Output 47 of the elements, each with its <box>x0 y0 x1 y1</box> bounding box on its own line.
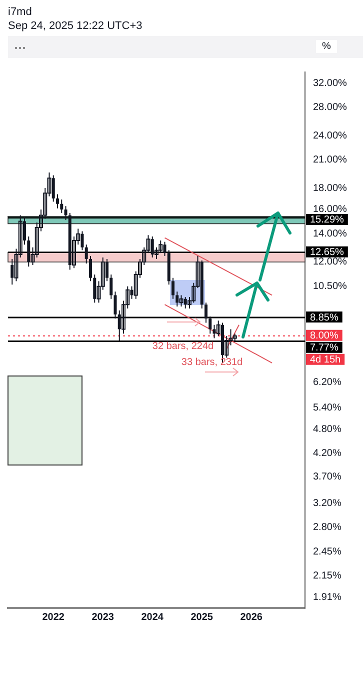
candlestick <box>84 244 88 264</box>
candlestick <box>52 174 55 202</box>
y-tick-label: 14.00% <box>313 228 348 240</box>
annotation: 32 bars, 224d <box>152 340 214 352</box>
ref-line-label: 8.85% <box>310 312 338 324</box>
annotation: 33 bars, 231d <box>181 356 243 368</box>
candlestick <box>172 277 174 300</box>
y-tick-label: 10.50% <box>313 281 348 292</box>
ref-line-label: 7.77% <box>310 342 338 354</box>
y-tick-label: 2.15% <box>313 570 342 582</box>
chart-subtitle: Sep 24, 2025 12:22 UTC+3 <box>8 20 142 32</box>
y-tick-label: 21.00% <box>313 154 348 166</box>
y-tick-label: 2.45% <box>313 546 342 558</box>
y-tick-label: 28.00% <box>313 102 348 114</box>
y-tick-label: 3.20% <box>313 498 342 509</box>
candlestick <box>204 302 208 324</box>
x-tick-label: 2022 <box>42 612 65 623</box>
y-tick-label: 4.80% <box>313 424 342 435</box>
x-tick-label: 2024 <box>141 612 164 623</box>
x-tick-label: 2023 <box>92 612 114 623</box>
y-tick-label: 12.00% <box>313 256 348 268</box>
candlestick <box>60 199 64 214</box>
y-tick-label: 24.00% <box>313 130 348 142</box>
candlestick <box>110 274 113 300</box>
ref-line-label: 8.00% <box>310 330 338 342</box>
ref-line-label: 12.65% <box>310 247 344 258</box>
text: 4d 15h <box>310 354 341 366</box>
candlestick <box>179 294 184 308</box>
candlestick <box>64 206 68 221</box>
candlestick <box>89 255 92 282</box>
candlestick <box>114 291 117 320</box>
x-tick-label: 2026 <box>240 612 263 623</box>
candlestick <box>208 316 212 334</box>
x-tick-label: 2025 <box>190 612 214 623</box>
y-axis-title: % <box>316 40 337 53</box>
y-tick-label: 5.40% <box>313 402 342 414</box>
ref-line-label: 15.29% <box>310 214 344 226</box>
y-tick-label: 18.00% <box>313 182 348 194</box>
y-tick-label: 2.80% <box>313 522 342 534</box>
candlestick <box>56 194 59 209</box>
y-tick-label: 32.00% <box>313 78 348 89</box>
y-tick-label: 6.20% <box>313 377 342 388</box>
y-tick-label: 1.91% <box>313 592 342 603</box>
chart-title: i7md <box>8 6 32 18</box>
y-tick-label: 16.00% <box>313 204 348 216</box>
y-tick-label: 4.20% <box>313 448 342 460</box>
y-tick-label: 3.70% <box>313 471 342 482</box>
